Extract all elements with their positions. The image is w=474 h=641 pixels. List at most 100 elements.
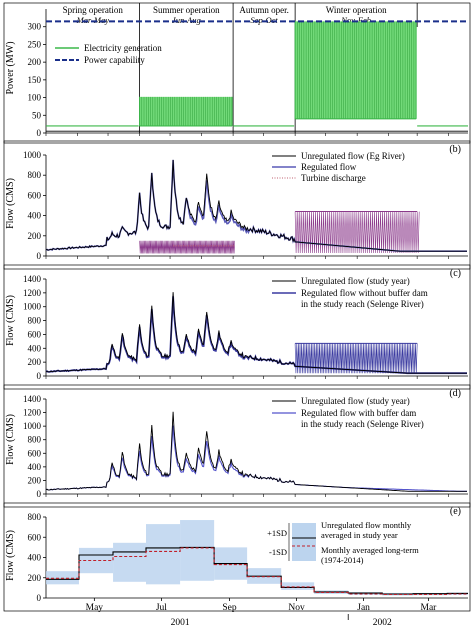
y-tick-label: 1000: [23, 150, 42, 160]
panel-border: [3, 264, 471, 390]
y-tick-label: 800: [28, 435, 42, 445]
unregulated-flow-line: [45, 159, 467, 252]
y-tick-label: 1400: [23, 394, 42, 404]
y-tick-label: 600: [28, 532, 42, 542]
legend-label: in the study reach (Selenge River): [301, 299, 424, 309]
y-tick-label: 0: [37, 371, 42, 381]
panel-border: [3, 384, 471, 508]
season-months: Sep-Oct: [250, 15, 278, 25]
y-tick-label: 800: [28, 316, 42, 326]
legend-label: averaged in study year: [321, 530, 398, 540]
legend-label: (1974-2014): [321, 555, 364, 565]
season-name: Winter operation: [326, 5, 387, 15]
sd-band: [180, 520, 215, 581]
y-tick-label: 1200: [23, 288, 42, 298]
y-tick-label: 50: [32, 110, 42, 120]
generation-block: [295, 21, 417, 119]
y-tick-label: 0: [37, 489, 42, 499]
season-months: Nov-Feb: [340, 15, 371, 25]
season-months: Jun-Aug: [172, 15, 201, 25]
x-tick-label: May: [86, 603, 104, 613]
season-name: Autumn oper.: [239, 5, 289, 15]
legend-label: Regulated flow with buffer dam: [301, 408, 416, 418]
legend-label: Unregulated flow monthly: [321, 520, 412, 530]
y-tick-label: 200: [28, 573, 42, 583]
panel-b: 0 200 400 600 800 1000 (b) Flow (CMS) Unregulate…: [3, 140, 471, 270]
y-tick-label: 150: [28, 75, 42, 85]
y-tick-label: 400: [28, 343, 42, 353]
legend-label: in the study reach (Selenge River): [301, 419, 424, 429]
x-tick-label: Jan: [357, 603, 370, 613]
season-name: Spring operation: [63, 5, 124, 15]
panel-d: 0 200 400 600 800 1000 1200 1400 (d) Flow (CMS) Un…: [3, 384, 471, 508]
y-tick-label: 400: [28, 553, 42, 563]
y-tick-label: 200: [28, 57, 42, 67]
y-axis-label: Flow (CMS): [5, 178, 16, 229]
y-axis-label: Flow (CMS): [5, 414, 16, 465]
x-tick-label: Jul: [156, 603, 167, 613]
y-tick-label: 0: [37, 128, 42, 138]
y-tick-label: 400: [28, 211, 42, 221]
legend-label: Regulated flow: [301, 162, 357, 172]
year-label: 2001: [171, 618, 190, 628]
unregulated-flow-line: [45, 292, 467, 374]
y-tick-label: 0: [37, 593, 42, 603]
legend-label: Electricity generation: [84, 43, 162, 53]
y-tick-label: 600: [28, 329, 42, 339]
y-tick-label: 200: [28, 475, 42, 485]
y-tick-label: 1200: [23, 408, 42, 418]
x-tick-label: Sep: [222, 603, 237, 613]
panel-a-border: [3, 2, 471, 144]
legend-label: Unregulated flow (study year): [301, 396, 410, 406]
panel-label: (d): [449, 388, 461, 399]
panel-c: 0 200 400 600 800 1000 1200 1400 (c) Flow (CMS) Un…: [3, 264, 471, 390]
legend-label: Monthly averaged long-term: [321, 545, 419, 555]
legend-label: Turbine discharge: [301, 173, 366, 183]
panel-border: [3, 502, 471, 612]
y-tick-label: 1400: [23, 274, 42, 284]
regulated-flow-line: [45, 159, 467, 252]
regulated-band: [294, 211, 420, 254]
y-tick-label: 250: [28, 39, 42, 49]
y-tick-label: 200: [28, 231, 42, 241]
y-tick-label: 600: [28, 448, 42, 458]
season-months: Mar-May: [76, 15, 110, 25]
legend-label: Regulated flow without buffer dam: [301, 288, 428, 298]
legend-label: Unregulated flow (study year): [301, 276, 410, 286]
y-tick-label: 200: [28, 357, 42, 367]
sd-band: [146, 524, 181, 585]
y-axis-label: Power (MW): [5, 41, 16, 94]
regulated-band: [139, 240, 235, 254]
legend-label: Power capability: [84, 55, 145, 65]
y-tick-label: 800: [28, 170, 42, 180]
sd-band: [281, 582, 315, 590]
sd-label: -1SD: [269, 547, 287, 557]
panel-label: (e): [450, 506, 461, 517]
panel-label: (b): [449, 144, 461, 155]
y-tick-label: 300: [28, 22, 42, 32]
y-axis-label: Flow (CMS): [5, 295, 16, 346]
y-tick-label: 800: [28, 512, 42, 522]
panel-border: [3, 140, 471, 270]
y-axis-label: Flow (CMS): [5, 530, 16, 581]
x-tick-label: Mar: [421, 603, 438, 613]
long-term-average-line: [46, 547, 468, 596]
y-tick-label: 600: [28, 190, 42, 200]
y-tick-label: 0: [37, 251, 42, 261]
unregulated-flow-line: [45, 411, 467, 492]
y-tick-label: 1000: [23, 302, 42, 312]
panel-e: 0 200 400 600 800 (e) Flow (CMS) May Jul Sep Nov Ja…: [3, 502, 471, 628]
y-tick-label: 400: [28, 462, 42, 472]
legend-label: Unregulated flow (Eg River): [301, 151, 405, 161]
y-tick-label: 1000: [23, 421, 42, 431]
sd-label: +1SD: [267, 528, 287, 538]
panel-a: 0 50 100 150 200 250 300 Power (MW) Spring opera…: [5, 3, 468, 138]
y-tick-label: 100: [28, 93, 42, 103]
year-label: 2002: [373, 618, 392, 628]
legend-sd-box: [292, 523, 316, 561]
season-name: Summer operation: [153, 5, 220, 15]
sd-band: [113, 542, 147, 582]
x-tick-label: Nov: [288, 603, 305, 613]
regulated-band: [294, 343, 418, 374]
